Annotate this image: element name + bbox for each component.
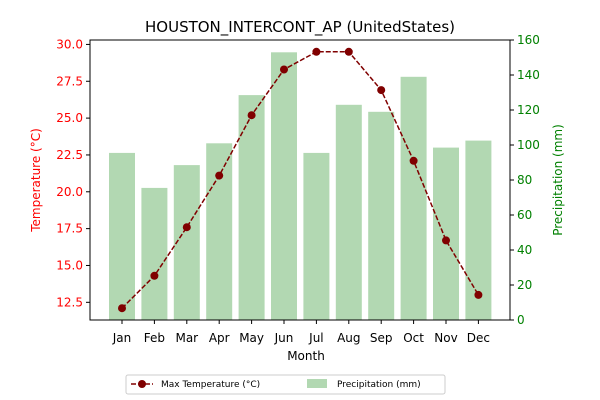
left-tick-label: 27.5 (56, 74, 83, 88)
x-tick-label-apr: Apr (209, 331, 230, 345)
temperature-point-jul (312, 47, 321, 56)
temperature-point-jun (280, 65, 288, 74)
x-tick-label-mar: Mar (175, 331, 198, 345)
temperature-point-may (247, 111, 256, 120)
legend-label-temperature: Max Temperature (°C) (161, 380, 260, 390)
temperature-point-sep (377, 86, 386, 95)
precipitation-bar-feb (141, 187, 168, 320)
right-tick-label: 0 (517, 313, 525, 327)
precipitation-bar-nov (433, 147, 459, 320)
x-tick-label-jan: Jan (112, 331, 132, 345)
left-tick-label: 15.0 (56, 258, 83, 272)
temperature-point-dec (474, 290, 483, 299)
x-tick-label-jul: Jul (308, 331, 323, 345)
x-tick-label-feb: Feb (144, 331, 165, 345)
right-tick-label: 80 (517, 173, 532, 187)
temperature-point-jan (118, 304, 126, 313)
left-tick-label: 17.5 (56, 222, 83, 236)
precipitation-bar-aug (335, 104, 362, 321)
temperature-point-apr (215, 171, 224, 180)
left-tick-label: 20.0 (56, 185, 83, 199)
precipitation-bar-apr (206, 143, 233, 321)
x-tick-label-sep: Sep (370, 331, 393, 345)
left-axis-label: Temperature (°C) (29, 128, 43, 233)
x-tick-label-oct: Oct (403, 331, 424, 345)
chart-title: HOUSTON_INTERCONT_AP (UnitedStates) (145, 18, 455, 37)
x-tick-label-nov: Nov (434, 331, 457, 345)
precipitation-bar-jan (109, 152, 135, 320)
legend-label-precipitation: Precipitation (mm) (337, 380, 421, 390)
right-axis-label: Precipitation (mm) (551, 124, 565, 236)
temperature-point-nov (442, 236, 450, 245)
temperature-series-line (121, 51, 480, 309)
precipitation-bar-mar (173, 165, 200, 320)
left-axis-ticks: 12.5 15.0 17.5 20.0 22.5 25.0 27.5 30.0 (56, 37, 90, 309)
right-tick-label: 140 (517, 68, 540, 82)
temperature-point-feb (150, 271, 159, 280)
left-tick-label: 25.0 (56, 111, 83, 125)
left-tick-label: 30.0 (56, 37, 83, 51)
precipitation-bar-may (238, 95, 265, 320)
legend: Max Temperature (°C) Precipitation (mm) (125, 374, 446, 395)
right-tick-label: 100 (517, 138, 540, 152)
temperature-point-mar (182, 223, 191, 232)
right-tick-label: 40 (517, 243, 532, 257)
precipitation-bar-jul (303, 152, 330, 320)
left-tick-label: 12.5 (56, 295, 83, 309)
legend-line-marker (138, 380, 146, 388)
left-tick-label: 22.5 (56, 148, 83, 162)
temperature-line (118, 47, 483, 313)
temperature-point-oct (409, 156, 418, 165)
precipitation-bar-sep (368, 111, 395, 321)
legend-box (125, 374, 446, 395)
precipitation-bar-jun (271, 52, 297, 321)
precipitation-bar-oct (400, 76, 427, 321)
precipitation-bars (109, 52, 492, 321)
temperature-point-aug (344, 47, 353, 56)
right-tick-label: 60 (517, 208, 532, 222)
x-axis-label: Month (287, 349, 325, 363)
precipitation-bar-dec (465, 140, 492, 320)
x-tick-label-jun: Jun (274, 331, 294, 345)
right-axis-ticks: 0 20 40 60 80 100 120 140 160 (510, 33, 540, 327)
right-tick-label: 120 (517, 103, 540, 117)
x-tick-label-dec: Dec (467, 331, 490, 345)
x-axis-ticks: Jan Feb Mar Apr May Jun Jul Aug Sep Oct Nov Dec (112, 320, 490, 345)
x-tick-label-may: May (239, 331, 264, 345)
right-tick-label: 160 (517, 33, 540, 47)
legend-bar-swatch (307, 379, 327, 388)
x-tick-label-aug: Aug (337, 331, 360, 345)
right-tick-label: 20 (517, 278, 532, 292)
